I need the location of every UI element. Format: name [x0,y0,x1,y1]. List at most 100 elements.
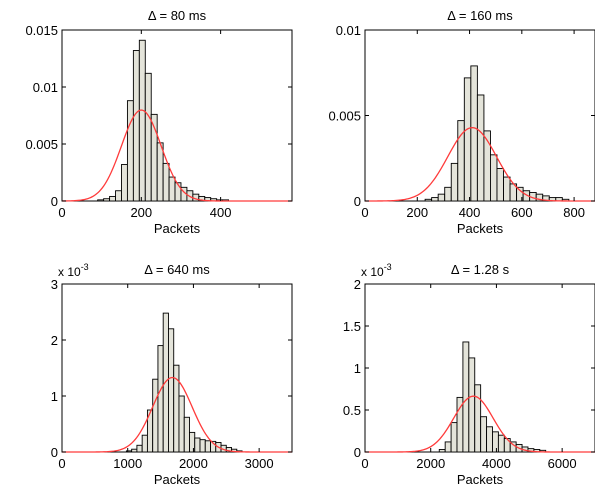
histogram-bar [156,142,164,202]
histogram-bar [178,395,185,453]
y-tick-label: 0 [354,445,361,460]
x-tick-label: 200 [406,205,428,220]
histogram-bars [97,39,230,202]
histogram-bar [492,431,499,453]
x-tick-label: 400 [459,205,481,220]
histogram-bars [424,65,570,202]
histogram-bar [204,440,211,453]
histogram-bar [444,441,452,453]
panel-title: Δ = 640 ms [144,262,210,277]
normal-fit-curve [62,376,292,453]
y-scale-multiplier: x 10-3 [58,262,89,279]
histogram-bar [103,198,111,202]
histogram-panel-3: 0 1000 2000 3000 0 1 2 3 Δ = 640 ms Packets x 10-3 [51,262,293,487]
y-tick-label: 1 [51,389,58,404]
panel-title: Δ = 80 ms [148,8,207,23]
y-scale-multiplier: x 10-3 [361,262,392,279]
y-tick-label: 1.5 [343,319,361,334]
plot-frame [61,29,293,202]
histogram-bar [474,384,482,453]
y-tick-label: 0.005 [328,109,361,124]
histogram-bar [121,164,128,202]
histogram-bar [131,448,138,453]
x-tick-label: 2000 [179,456,208,471]
x-tick-label: 2000 [416,456,445,471]
x-tick-label: 6000 [548,456,577,471]
histogram-bar [437,193,446,202]
histogram-bar [199,439,206,453]
x-tick-label: 0 [361,456,368,471]
y-tick-label: 0.01 [336,23,361,38]
x-axis-label: Packets [457,221,504,236]
y-tick-label: 0.005 [25,137,58,152]
x-tick-label: 1000 [113,456,142,471]
histogram-bar [132,50,140,202]
histogram-bar [503,176,511,202]
histogram-bar [424,198,433,202]
histogram-bar [490,154,498,202]
y-scale-exponent: -3 [81,262,89,272]
histogram-bar [157,345,164,453]
normal-fit-curve [364,127,595,202]
normal-fit-curve [61,109,292,202]
histogram-bars [438,341,547,453]
histogram-bar [126,100,134,202]
y-tick-label: 2 [51,333,58,348]
x-tick-label: 600 [511,205,533,220]
x-tick-label: 0 [58,456,65,471]
histogram-panel-4: 0 2000 4000 6000 0 0.5 1 1.5 2 Δ = 1.28 s Packets x… [343,262,595,487]
x-axis-label: Packets [457,472,504,487]
histogram-bar [450,162,459,202]
histogram-bar [183,416,190,453]
histogram-bar [486,426,493,453]
histogram-panel-1: 0 200 400 0 0.005 0.01 0.015 Δ = 80 ms Packets [25,8,293,236]
panel-title: Δ = 1.28 s [451,262,510,277]
histogram-bar [497,434,505,453]
y-tick-label: 3 [51,277,58,292]
y-tick-label: 0.01 [33,80,58,95]
histogram-bar [496,168,504,202]
x-tick-label: 3000 [245,456,274,471]
x-tick-label: 0 [58,205,65,220]
histogram-bar [189,431,196,453]
histogram-bar [470,65,478,202]
histogram-bar [97,199,105,202]
x-axis-label: Packets [154,472,201,487]
x-tick-label: 0 [361,205,368,220]
histogram-bar [431,197,439,202]
y-tick-label: 0.5 [343,403,361,418]
histogram-bar [144,72,152,202]
histogram-bars [125,312,243,453]
x-tick-label: 400 [210,205,232,220]
histogram-bar [480,416,488,453]
histogram-bar [194,437,201,453]
y-tick-label: 0 [354,194,361,209]
histogram-bar [462,341,470,453]
histogram-bar [168,176,176,202]
x-tick-label: 4000 [482,456,511,471]
histogram-bar [125,450,133,453]
y-tick-label: 0.015 [25,23,58,38]
histogram-bar [109,195,116,202]
histogram-bar [444,186,452,202]
histogram-bar [468,357,476,453]
y-scale-exponent: -3 [384,262,392,272]
normal-fit-curve [365,395,595,453]
y-tick-label: 2 [354,277,361,292]
histogram-bar [438,449,446,453]
histogram-bar [450,422,458,453]
panel-title: Δ = 160 ms [447,8,513,23]
histogram-bar [115,190,122,202]
x-tick-label: 200 [130,205,152,220]
y-tick-label: 0 [51,194,58,209]
x-axis-label: Packets [154,221,201,236]
histogram-bar [476,94,485,202]
histogram-bar [152,378,159,453]
histogram-bar [141,434,148,453]
x-tick-label: 800 [563,205,585,220]
histogram-bar [463,77,472,202]
histogram-bar [168,328,175,453]
y-tick-label: 0 [51,445,58,460]
histogram-bar [162,162,170,202]
